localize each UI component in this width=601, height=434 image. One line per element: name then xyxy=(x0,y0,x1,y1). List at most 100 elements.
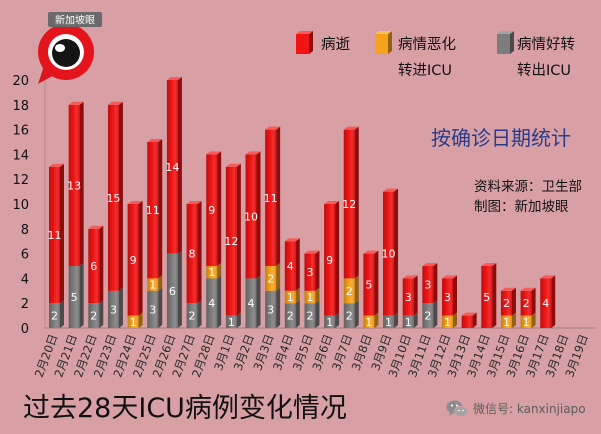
bar-segment-front xyxy=(284,303,296,328)
bar-data-label: 3 xyxy=(267,303,274,316)
legend-swatch-front xyxy=(296,34,309,54)
bar-segment: 2 xyxy=(186,300,202,328)
bar-segment-front xyxy=(402,278,414,316)
bar-segment-front xyxy=(265,129,277,266)
bar-segment: 3 xyxy=(265,287,281,328)
bar-segment-side xyxy=(335,201,340,316)
bar-stack: 19 xyxy=(324,201,340,329)
bar-segment: 3 xyxy=(402,275,418,316)
watermark-text: 微信号: kanxinjiapo xyxy=(473,402,586,416)
bar-segment: 2 xyxy=(520,287,536,316)
bar-data-label: 2 xyxy=(267,272,274,285)
bar-segment: 2 xyxy=(49,300,64,328)
wechat-icon-eye xyxy=(458,409,460,412)
bar-stack: 12 xyxy=(500,287,516,329)
legend-swatch-improved xyxy=(497,31,514,54)
bar-segment-front xyxy=(147,290,159,328)
bar-segment-top xyxy=(520,287,536,291)
bar-segment: 12 xyxy=(342,126,359,279)
bar-data-label: 3 xyxy=(405,291,412,304)
bar-segment-front xyxy=(245,278,257,328)
bar-segment-side xyxy=(354,300,359,328)
bar-segment-side xyxy=(236,312,241,328)
logo-pin-tail xyxy=(38,66,56,84)
wechat-watermark: 微信号: kanxinjiapo xyxy=(446,398,586,420)
bar-data-label: 15 xyxy=(106,192,120,205)
chart-credit: 制图：新加坡眼 xyxy=(474,199,569,215)
bar-segment-front xyxy=(147,142,159,279)
bar-data-label: 1 xyxy=(149,279,156,292)
bar-segment-front xyxy=(206,278,218,328)
bar-segment-front xyxy=(49,303,60,328)
bar-data-label: 14 xyxy=(165,161,179,174)
bar-stack: 4 10 xyxy=(244,151,261,328)
legend-label-line: 转进ICU xyxy=(398,63,453,79)
bar-segment-side xyxy=(158,275,163,291)
bar-segment: 10 xyxy=(382,188,399,316)
bar-segment: 4 xyxy=(540,275,556,328)
bar-segment-top xyxy=(324,201,340,204)
bar-segment: 6 xyxy=(166,250,182,328)
bar-segment-side xyxy=(413,312,418,328)
wechat-icon-eye xyxy=(451,404,453,407)
legend-label-line: 病逝 xyxy=(321,37,350,53)
bar-segment-top xyxy=(481,263,497,266)
legend-label-line: 病情好转 xyxy=(517,37,575,53)
legend-swatch-side xyxy=(309,31,313,54)
bar-segment: 6 xyxy=(88,225,104,304)
bar-data-label: 1 xyxy=(130,316,137,329)
y-tick-label: 6 xyxy=(21,248,29,263)
bar-segment-side xyxy=(197,201,202,304)
bar-segment-top xyxy=(49,163,64,167)
bar-data-label: 4 xyxy=(287,260,294,273)
bar-data-label: 1 xyxy=(503,316,510,329)
bar-segment: 5 xyxy=(481,263,497,328)
bar-segment-side xyxy=(354,275,359,304)
legend-swatch-deceased xyxy=(296,31,313,54)
bar-segment-front xyxy=(304,253,316,291)
bar-data-label: 1 xyxy=(365,316,372,329)
bar-segment-front xyxy=(383,315,395,328)
bar-data-label: 1 xyxy=(405,316,412,329)
bar-segment-side xyxy=(511,312,516,328)
bar-segment: 14 xyxy=(165,77,182,254)
bar-segment-front xyxy=(343,303,355,328)
bar-data-label: 11 xyxy=(146,204,160,217)
bar-data-label: 2 xyxy=(523,297,530,310)
bar-segment: 4 xyxy=(206,275,222,328)
bar-segment-side xyxy=(256,275,261,328)
bar-data-label: 1 xyxy=(326,316,333,329)
bar-segment-front xyxy=(186,204,198,304)
bar-segment-front xyxy=(166,80,178,254)
bar-segment-front xyxy=(88,303,100,328)
bar-segment-front xyxy=(520,290,532,316)
bar-segment-side xyxy=(295,300,300,328)
legend-label-line: 病情恶化 xyxy=(398,37,456,53)
bar-segment-front xyxy=(107,104,119,291)
bar-segment-top xyxy=(225,163,241,167)
bar-data-label: 6 xyxy=(169,285,176,298)
bar-segment-top xyxy=(284,238,300,242)
bar-stack xyxy=(461,312,477,328)
y-tick-label: 10 xyxy=(12,198,29,213)
bar-segment-side xyxy=(413,275,418,316)
bar-segment-front xyxy=(68,266,80,328)
bar-segment-top xyxy=(500,287,516,291)
bar-segment-side xyxy=(531,312,536,328)
bar-data-label: 2 xyxy=(503,297,510,310)
bar-segment-front xyxy=(127,204,139,316)
bar-segment-side xyxy=(138,312,143,328)
bar-segment-front xyxy=(88,228,100,304)
bar-data-label: 1 xyxy=(306,291,313,304)
bar-segment-front xyxy=(225,315,237,328)
bar-segment-side xyxy=(79,263,84,328)
logo-text: 新加坡眼 xyxy=(55,14,95,27)
bar-segment-side xyxy=(118,101,123,291)
bar-segment: 10 xyxy=(244,151,261,279)
bar-segment: 2 xyxy=(343,300,359,328)
bar-segment-side xyxy=(394,188,399,316)
bar-segment-side xyxy=(217,263,222,279)
bar-segment-side xyxy=(374,250,379,316)
